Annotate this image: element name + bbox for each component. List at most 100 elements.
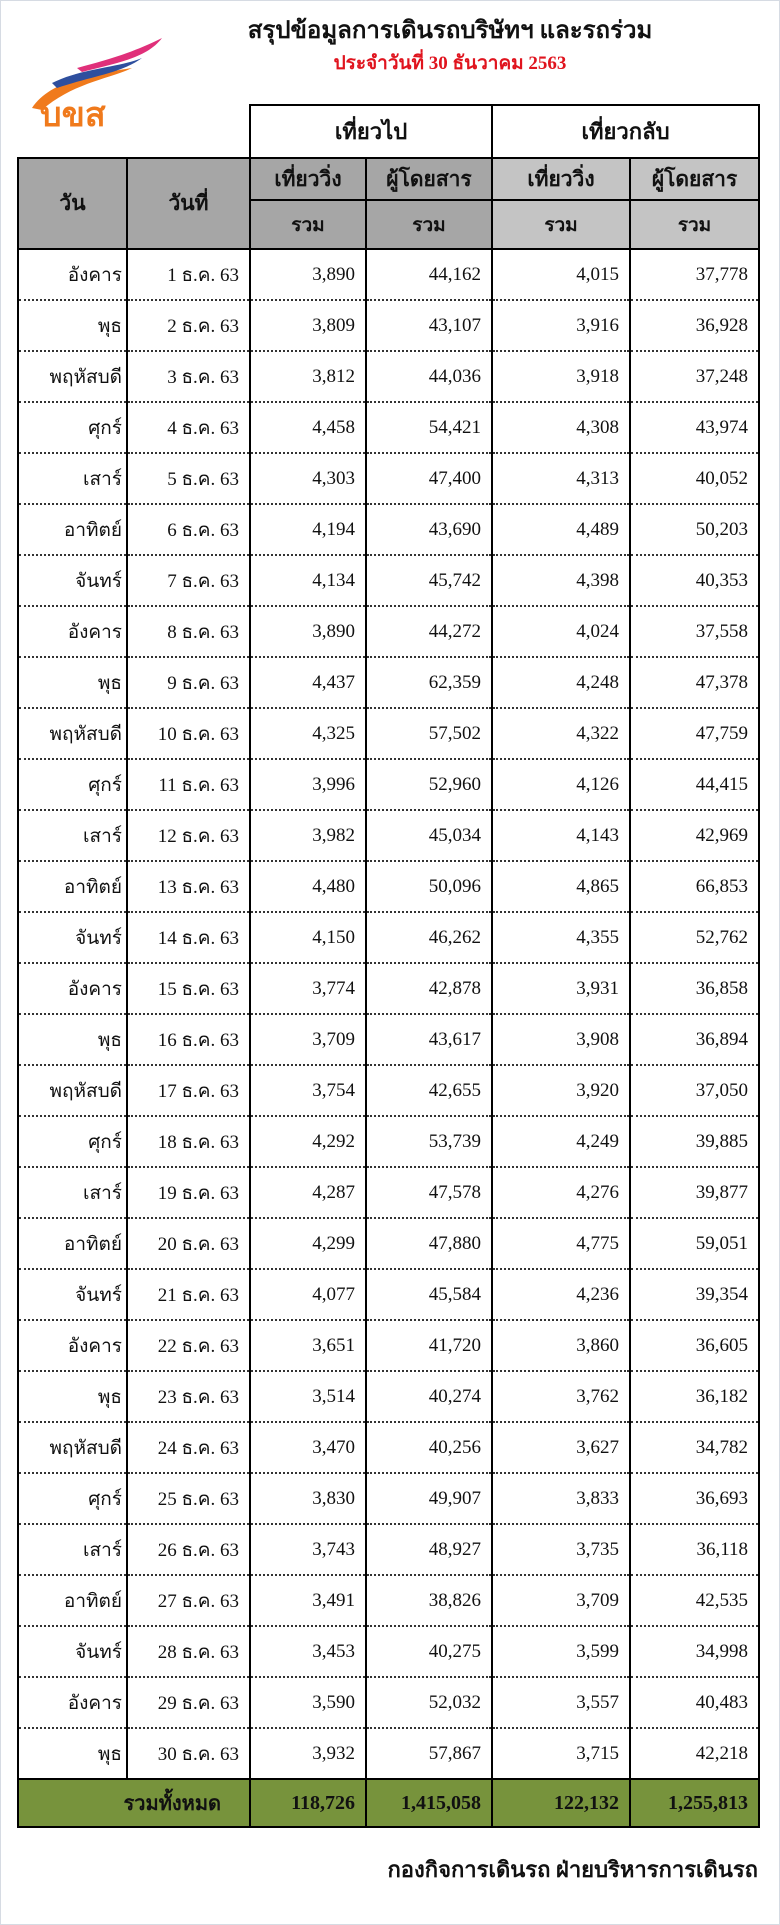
cell-day: อังคาร xyxy=(17,249,128,301)
cell-date: 24 ธ.ค. 63 xyxy=(126,1422,251,1474)
cell-outbound-trips: 4,150 xyxy=(249,912,367,964)
cell-return-passengers: 36,182 xyxy=(629,1371,761,1423)
cell-return-passengers: 36,605 xyxy=(629,1320,761,1372)
table-row: จันทร์ 21 ธ.ค. 63 4,077 45,584 4,236 39,354 xyxy=(17,1269,761,1321)
cell-day: จันทร์ xyxy=(17,1626,128,1678)
report-date: ประจำวันที่ 30 ธันวาคม 2563 xyxy=(333,53,567,74)
cell-day: จันทร์ xyxy=(17,1269,128,1321)
header-blank xyxy=(18,105,250,159)
table-row: พุธ 30 ธ.ค. 63 3,932 57,867 3,715 42,218 xyxy=(17,1728,761,1780)
cell-outbound-passengers: 38,826 xyxy=(364,1575,494,1627)
cell-day: อังคาร xyxy=(17,606,128,658)
table-row: ศุกร์ 11 ธ.ค. 63 3,996 52,960 4,126 44,415 xyxy=(17,759,761,811)
cell-day: อังคาร xyxy=(17,1677,128,1729)
page-title: สรุปข้อมูลการเดินรถบริษัทฯ และรถร่วม xyxy=(247,18,653,44)
cell-day: ศุกร์ xyxy=(17,759,128,811)
cell-outbound-trips: 4,480 xyxy=(249,861,367,913)
cell-outbound-passengers: 52,960 xyxy=(364,759,494,811)
cell-date: 3 ธ.ค. 63 xyxy=(126,351,251,403)
cell-return-trips: 4,236 xyxy=(491,1269,632,1321)
table-row: พฤหัสบดี 3 ธ.ค. 63 3,812 44,036 3,918 37,248 xyxy=(17,351,761,403)
table-row: อังคาร 8 ธ.ค. 63 3,890 44,272 4,024 37,558 xyxy=(17,606,761,658)
cell-return-passengers: 44,415 xyxy=(629,759,761,811)
cell-day: อาทิตย์ xyxy=(17,861,128,913)
cell-return-passengers: 66,853 xyxy=(629,861,761,913)
cell-return-passengers: 36,894 xyxy=(629,1014,761,1066)
cell-date: 19 ธ.ค. 63 xyxy=(126,1167,251,1219)
cell-day: เสาร์ xyxy=(17,810,128,862)
cell-outbound-passengers: 53,739 xyxy=(364,1116,494,1168)
cell-day: อังคาร xyxy=(17,963,128,1015)
cell-outbound-trips: 3,709 xyxy=(249,1014,367,1066)
cell-return-trips: 3,918 xyxy=(491,351,632,403)
header-sum: รวม xyxy=(491,199,632,250)
cell-return-trips: 4,015 xyxy=(491,249,632,301)
cell-return-trips: 3,709 xyxy=(491,1575,632,1627)
cell-outbound-passengers: 57,867 xyxy=(364,1728,494,1780)
cell-day: พุธ xyxy=(17,300,128,352)
table-row: พฤหัสบดี 10 ธ.ค. 63 4,325 57,502 4,322 47,759 xyxy=(17,708,761,760)
cell-return-trips: 3,715 xyxy=(491,1728,632,1780)
table-row: พุธ 2 ธ.ค. 63 3,809 43,107 3,916 36,928 xyxy=(17,300,761,352)
cell-return-trips: 3,931 xyxy=(491,963,632,1015)
cell-return-passengers: 39,877 xyxy=(629,1167,761,1219)
table-row: อาทิตย์ 20 ธ.ค. 63 4,299 47,880 4,775 59,051 xyxy=(17,1218,761,1270)
cell-return-passengers: 47,378 xyxy=(629,657,761,709)
cell-date: 6 ธ.ค. 63 xyxy=(126,504,251,556)
cell-return-trips: 3,860 xyxy=(491,1320,632,1372)
cell-date: 25 ธ.ค. 63 xyxy=(126,1473,251,1525)
cell-outbound-passengers: 44,036 xyxy=(364,351,494,403)
cell-outbound-trips: 3,809 xyxy=(249,300,367,352)
cell-return-passengers: 34,782 xyxy=(629,1422,761,1474)
cell-date: 11 ธ.ค. 63 xyxy=(126,759,251,811)
table-row: เสาร์ 19 ธ.ค. 63 4,287 47,578 4,276 39,877 xyxy=(17,1167,761,1219)
cell-return-trips: 4,126 xyxy=(491,759,632,811)
cell-return-passengers: 39,885 xyxy=(629,1116,761,1168)
cell-return-trips: 3,833 xyxy=(491,1473,632,1525)
total-outbound-trips: 118,726 xyxy=(249,1778,367,1828)
cell-date: 16 ธ.ค. 63 xyxy=(126,1014,251,1066)
cell-outbound-passengers: 44,272 xyxy=(364,606,494,658)
cell-date: 28 ธ.ค. 63 xyxy=(126,1626,251,1678)
cell-day: อาทิตย์ xyxy=(17,504,128,556)
cell-return-trips: 3,762 xyxy=(491,1371,632,1423)
cell-return-trips: 4,865 xyxy=(491,861,632,913)
cell-return-trips: 3,916 xyxy=(491,300,632,352)
cell-outbound-trips: 4,134 xyxy=(249,555,367,607)
cell-date: 18 ธ.ค. 63 xyxy=(126,1116,251,1168)
cell-return-passengers: 40,052 xyxy=(629,453,761,505)
cell-outbound-passengers: 47,400 xyxy=(364,453,494,505)
table-row: อาทิตย์ 13 ธ.ค. 63 4,480 50,096 4,865 66,853 xyxy=(17,861,761,913)
table-row: ศุกร์ 4 ธ.ค. 63 4,458 54,421 4,308 43,974 xyxy=(17,402,761,454)
table-row: พุธ 16 ธ.ค. 63 3,709 43,617 3,908 36,894 xyxy=(17,1014,761,1066)
cell-outbound-trips: 4,325 xyxy=(249,708,367,760)
cell-date: 20 ธ.ค. 63 xyxy=(126,1218,251,1270)
cell-day: พฤหัสบดี xyxy=(17,1065,128,1117)
cell-day: จันทร์ xyxy=(17,555,128,607)
cell-return-passengers: 43,974 xyxy=(629,402,761,454)
table-row: พุธ 9 ธ.ค. 63 4,437 62,359 4,248 47,378 xyxy=(17,657,761,709)
cell-outbound-trips: 3,982 xyxy=(249,810,367,862)
header-outbound: เที่ยวไป xyxy=(248,104,494,159)
header-return-trips: เที่ยววิ่ง xyxy=(491,157,632,201)
table-row: อังคาร 22 ธ.ค. 63 3,651 41,720 3,860 36,605 xyxy=(17,1320,761,1372)
cell-outbound-trips: 4,287 xyxy=(249,1167,367,1219)
table-row: พฤหัสบดี 24 ธ.ค. 63 3,470 40,256 3,627 34,782 xyxy=(17,1422,761,1474)
cell-return-passengers: 59,051 xyxy=(629,1218,761,1270)
table-row: อาทิตย์ 27 ธ.ค. 63 3,491 38,826 3,709 42,535 xyxy=(17,1575,761,1627)
cell-outbound-trips: 4,458 xyxy=(249,402,367,454)
table-row: อังคาร 1 ธ.ค. 63 3,890 44,162 4,015 37,778 xyxy=(17,249,761,301)
cell-return-passengers: 40,483 xyxy=(629,1677,761,1729)
footer-department: กองกิจการเดินรถ ฝ่ายบริหารการเดินรถ xyxy=(387,1857,758,1882)
cell-outbound-passengers: 62,359 xyxy=(364,657,494,709)
cell-outbound-passengers: 45,034 xyxy=(364,810,494,862)
cell-return-passengers: 37,558 xyxy=(629,606,761,658)
cell-return-passengers: 52,762 xyxy=(629,912,761,964)
cell-return-passengers: 36,118 xyxy=(629,1524,761,1576)
cell-day: พุธ xyxy=(17,1371,128,1423)
cell-outbound-trips: 4,194 xyxy=(249,504,367,556)
cell-outbound-trips: 3,890 xyxy=(249,249,367,301)
cell-date: 22 ธ.ค. 63 xyxy=(126,1320,251,1372)
cell-return-trips: 4,398 xyxy=(491,555,632,607)
cell-date: 14 ธ.ค. 63 xyxy=(126,912,251,964)
